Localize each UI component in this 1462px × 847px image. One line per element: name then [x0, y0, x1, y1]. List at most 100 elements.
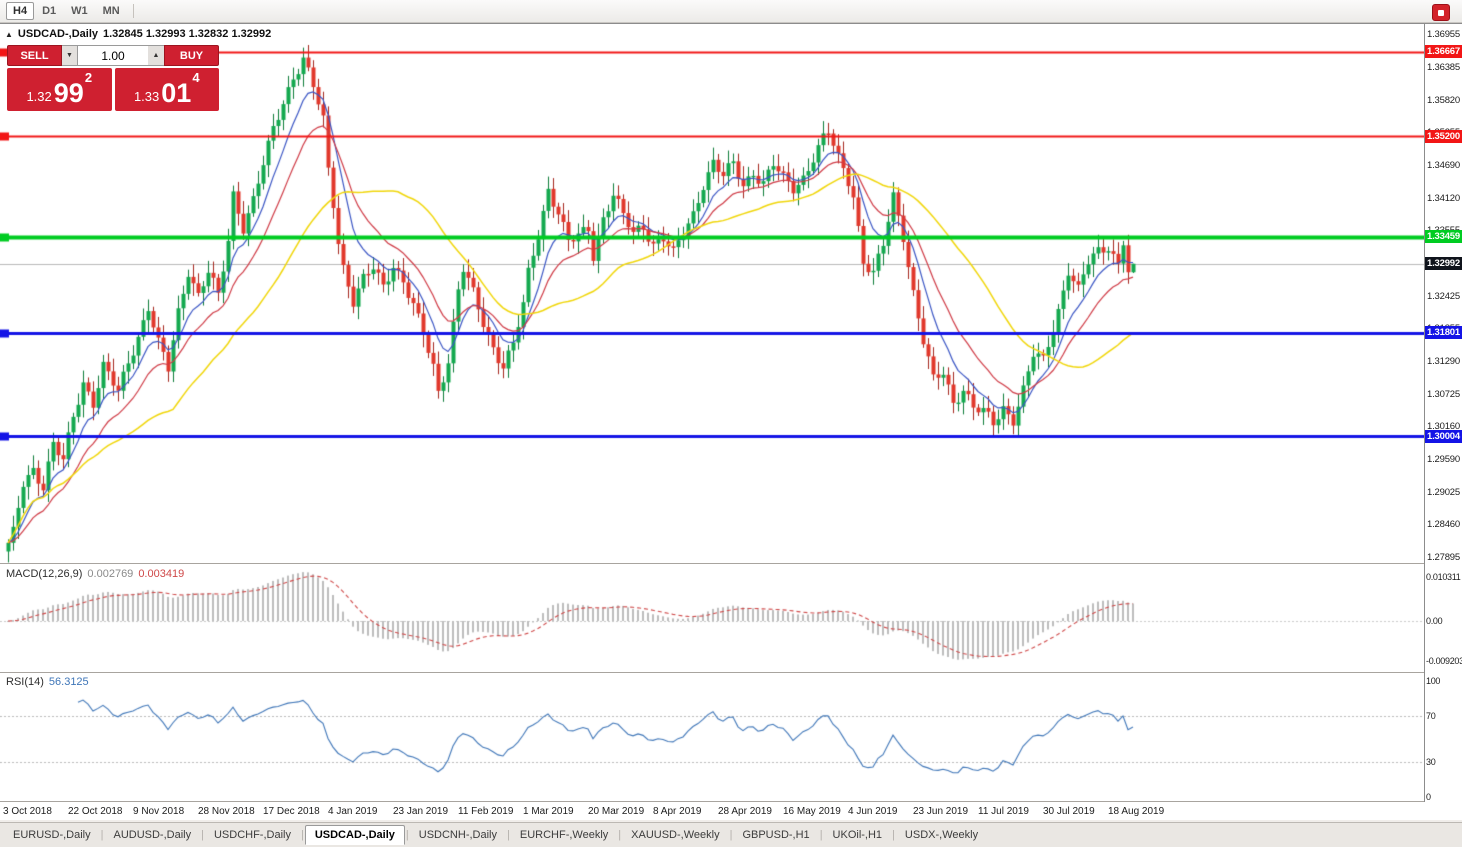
time-axis-label: 17 Dec 2018 [263, 806, 320, 817]
chart-tab-gbpusd-h1[interactable]: GBPUSD-,H1 [742, 829, 810, 841]
chart-title-bar: ▲ USDCAD-,Daily 1.32845 1.32993 1.32832 … [5, 28, 271, 40]
ask-price-panel[interactable]: 1.33 01 4 [114, 68, 219, 111]
macd-axis-label: 0.00 [1426, 616, 1443, 626]
tab-separator: | [729, 829, 733, 841]
time-axis[interactable]: 3 Oct 2018 22 Oct 2018 9 Nov 2018 28 Nov 20… [0, 803, 1424, 821]
time-axis-label: 20 Mar 2019 [588, 806, 645, 817]
chart-window: ▲ USDCAD-,Daily 1.32845 1.32993 1.32832 … [0, 23, 1462, 820]
hline-price-label: 1.33459 [1425, 230, 1462, 244]
time-axis-label: 8 Apr 2019 [653, 806, 702, 817]
tab-separator: | [892, 829, 895, 841]
rsi-axis-label: 100 [1426, 676, 1441, 686]
price-tick-label: 1.31290 [1427, 356, 1460, 368]
time-axis-separator [0, 801, 1462, 802]
chart-ohlc-values: 1.32845 1.32993 1.32832 1.32992 [103, 28, 272, 40]
rsi-panel-canvas[interactable] [0, 673, 1424, 801]
tab-separator: | [201, 829, 204, 841]
collapse-trade-panel-icon[interactable]: ▲ [5, 29, 13, 39]
bid-price-prefix: 1.32 [26, 89, 52, 104]
time-axis-label: 28 Apr 2019 [718, 806, 772, 817]
price-tick-label: 1.36385 [1427, 61, 1460, 73]
macd-label: MACD(12,26,9) [6, 568, 83, 580]
timeframe-button-mn[interactable]: MN [102, 5, 120, 17]
ask-price-big: 01 [161, 78, 192, 108]
time-axis-label: 11 Feb 2019 [458, 806, 514, 817]
timeframe-group: H4 D1 W1 MN [6, 2, 128, 20]
tab-separator: | [100, 829, 104, 841]
red-square-button[interactable] [1432, 4, 1450, 21]
tab-separator: | [405, 829, 409, 841]
chart-tab-eurusd-daily[interactable]: EURUSD-,Daily [13, 829, 91, 841]
chart-tab-ukoil-h1[interactable]: UKOil-,H1 [832, 829, 883, 841]
rsi-label-row: RSI(14) 56.3125 [6, 676, 89, 688]
tab-bar: EURUSD-,Daily | AUDUSD-,Daily | USDCHF-,Dail… [0, 822, 1462, 847]
price-axis[interactable]: 1.369551.363851.358201.352551.346901.341… [1424, 24, 1462, 802]
volume-input[interactable]: 1.00 [78, 45, 148, 66]
sell-button[interactable]: SELL [7, 45, 62, 66]
chart-tab-audusd-daily[interactable]: AUDUSD-,Daily [113, 829, 192, 841]
timeframe-button-d1[interactable]: D1 [42, 5, 57, 17]
tab-separator: | [300, 829, 304, 841]
price-tick-label: 1.29025 [1427, 486, 1460, 498]
macd-panel-canvas[interactable] [0, 565, 1424, 670]
hline-price-label: 1.35200 [1425, 129, 1462, 143]
chart-tab-eurchf-weekly[interactable]: EURCHF-,Weekly [519, 829, 609, 841]
current-price-label: 1.32992 [1425, 257, 1462, 271]
price-tick-label: 1.29590 [1427, 454, 1460, 466]
price-tick-label: 1.36955 [1427, 29, 1460, 40]
timeframe-toolbar: H4 D1 W1 MN [0, 0, 1462, 23]
volume-increase-button[interactable]: ▲ [148, 45, 164, 66]
tab-separator: | [618, 829, 622, 841]
bid-price-big: 99 [53, 78, 84, 108]
time-axis-label: 16 May 2019 [783, 806, 841, 817]
price-tick-label: 1.34120 [1427, 192, 1460, 204]
macd-label-row: MACD(12,26,9) 0.002769 0.003419 [6, 568, 184, 580]
chart-tab-usdx-weekly[interactable]: USDX-,Weekly [904, 829, 979, 841]
time-axis-label: 3 Oct 2018 [3, 806, 52, 817]
ask-price-prefix: 1.33 [133, 89, 160, 104]
time-axis-label: 1 Mar 2019 [523, 806, 574, 817]
rsi-panel-separator[interactable] [0, 672, 1462, 673]
price-tick-label: 1.35820 [1427, 94, 1460, 106]
time-axis-label: 18 Aug 2019 [1108, 806, 1165, 817]
tab-separator: | [507, 829, 510, 841]
chart-tab-usdcnh-daily[interactable]: USDCNH-,Daily [418, 829, 497, 841]
chart-tab-usdchf-daily[interactable]: USDCHF-,Daily [213, 829, 291, 841]
rsi-axis-label: 0 [1426, 792, 1431, 802]
volume-decrease-button[interactable]: ▼ [62, 45, 78, 66]
hline-price-label: 1.31801 [1425, 326, 1462, 340]
bid-price-panel[interactable]: 1.32 99 2 [7, 68, 112, 111]
one-click-trading-widget: SELL ▼ 1.00 ▲ BUY 1.32 99 2 1.33 01 4 [7, 45, 219, 111]
tab-separator: | [819, 829, 823, 841]
macd-axis-label: 0.010311 [1426, 571, 1461, 582]
time-axis-label: 9 Nov 2018 [133, 806, 185, 817]
timeframe-button-h4[interactable]: H4 [6, 2, 35, 20]
chart-tab-usdcad-daily[interactable]: USDCAD-,Daily [304, 825, 405, 845]
macd-signal-value: 0.003419 [138, 568, 185, 580]
time-axis-label: 30 Jul 2019 [1043, 806, 1095, 817]
macd-panel-separator[interactable] [0, 563, 1462, 564]
rsi-axis-label: 30 [1426, 757, 1436, 768]
price-tick-label: 1.34690 [1427, 159, 1460, 171]
time-axis-label: 28 Nov 2018 [198, 806, 255, 817]
rsi-label: RSI(14) [6, 676, 44, 688]
macd-main-value: 0.002769 [87, 568, 134, 580]
price-tick-label: 1.28460 [1427, 519, 1460, 531]
time-axis-label: 4 Jun 2019 [848, 806, 898, 817]
price-chart-canvas[interactable] [0, 24, 1424, 563]
price-tick-label: 1.30160 [1427, 421, 1460, 433]
time-axis-label: 4 Jan 2019 [328, 806, 378, 817]
time-axis-label: 23 Jun 2019 [913, 806, 969, 817]
time-axis-label: 23 Jan 2019 [393, 806, 449, 817]
price-tick-label: 1.32425 [1427, 290, 1460, 302]
chart-tab-xauusd-weekly[interactable]: XAUUSD-,Weekly [631, 829, 720, 841]
ask-price-pipette: 4 [192, 70, 200, 85]
bid-price-pipette: 2 [84, 70, 93, 85]
hline-price-label: 1.36667 [1425, 45, 1462, 59]
timeframe-button-w1[interactable]: W1 [71, 5, 88, 17]
price-tick-label: 1.30725 [1427, 388, 1460, 400]
buy-button[interactable]: BUY [164, 45, 219, 66]
toolbar-divider [132, 4, 134, 18]
time-axis-label: 22 Oct 2018 [68, 806, 123, 817]
